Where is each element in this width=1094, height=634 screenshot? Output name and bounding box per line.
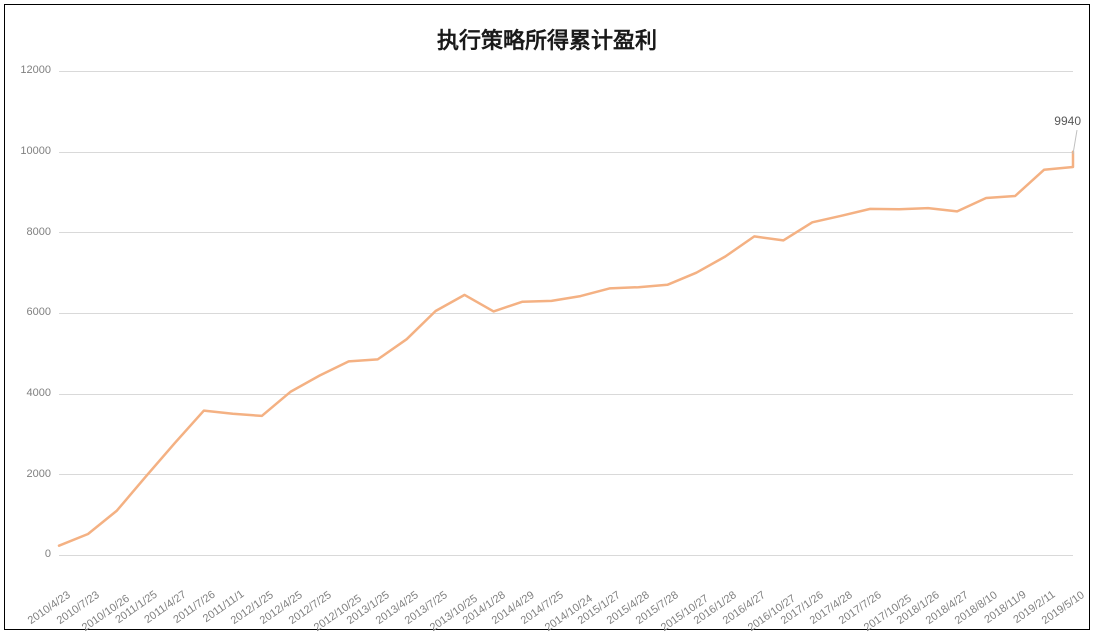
series-line-svg (5, 5, 1091, 631)
chart-frame: 执行策略所得累计盈利020004000600080001000012000201… (4, 4, 1090, 630)
data-label-leader (1073, 130, 1077, 154)
series-line (59, 152, 1073, 546)
series-end-label: 9940 (1041, 114, 1081, 128)
